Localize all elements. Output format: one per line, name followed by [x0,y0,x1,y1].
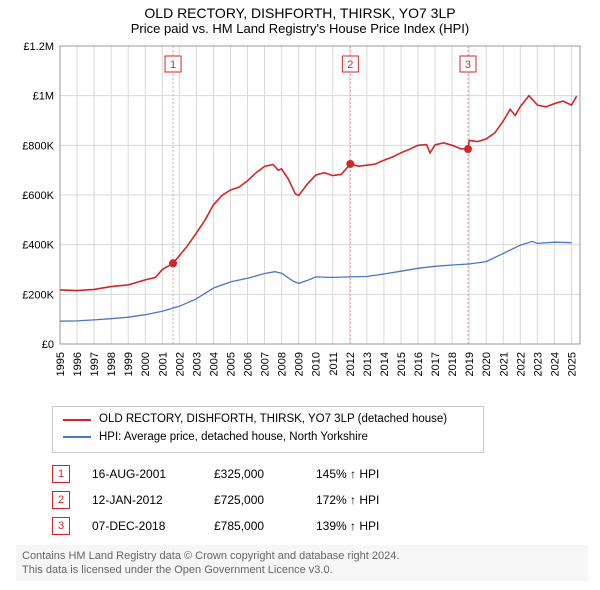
sales-table: 1 16-AUG-2001 £325,000 145% ↑ HPI 2 12-J… [52,461,588,539]
sale-price: £325,000 [214,467,294,481]
legend-swatch-price [63,419,91,421]
svg-text:2020: 2020 [481,352,493,376]
svg-text:2006: 2006 [243,352,255,376]
svg-text:2021: 2021 [498,352,510,376]
footer-line-1: Contains HM Land Registry data © Crown c… [22,549,582,563]
svg-text:1999: 1999 [123,352,135,376]
legend-swatch-hpi [63,436,91,438]
table-row: 1 16-AUG-2001 £325,000 145% ↑ HPI [52,461,588,487]
svg-text:1996: 1996 [72,352,84,376]
svg-text:2011: 2011 [328,352,340,376]
sale-marker-3: 3 [52,517,70,535]
svg-text:£200K: £200K [22,290,54,302]
sale-date: 16-AUG-2001 [92,467,192,481]
svg-text:2017: 2017 [430,352,442,376]
svg-text:2018: 2018 [447,352,459,376]
svg-text:2024: 2024 [549,352,561,376]
svg-text:2025: 2025 [566,352,578,376]
svg-text:1998: 1998 [106,352,118,376]
svg-text:2: 2 [347,59,353,71]
chart-title: OLD RECTORY, DISHFORTH, THIRSK, YO7 3LP [12,6,588,21]
svg-text:2015: 2015 [396,352,408,376]
sale-marker-1: 1 [52,465,70,483]
svg-text:2010: 2010 [311,352,323,376]
svg-text:1997: 1997 [89,352,101,376]
svg-text:2012: 2012 [345,352,357,376]
svg-text:2008: 2008 [277,352,289,376]
svg-text:2022: 2022 [515,352,527,376]
chart-subtitle: Price paid vs. HM Land Registry's House … [12,21,588,36]
svg-text:2016: 2016 [413,352,425,376]
svg-text:2019: 2019 [464,352,476,376]
sale-hpi: 172% ↑ HPI [316,493,379,507]
svg-text:2004: 2004 [208,352,220,376]
chart-svg: 1 2 3 £0 £200K £400K £600K £800K £1M £1.2M 1995 199… [12,40,588,400]
chart-area: 1 2 3 £0 £200K £400K £600K £800K £1M £1.2M 1995 199… [12,40,588,400]
sale-hpi: 145% ↑ HPI [316,467,379,481]
svg-text:2013: 2013 [362,352,374,376]
svg-text:£400K: £400K [22,240,54,252]
sale-date: 07-DEC-2018 [92,519,192,533]
svg-text:1995: 1995 [55,352,67,376]
legend-row-hpi: HPI: Average price, detached house, Nort… [63,429,473,446]
svg-text:2001: 2001 [157,352,169,376]
svg-text:2009: 2009 [294,352,306,376]
svg-text:£1.2M: £1.2M [23,41,54,53]
svg-text:2014: 2014 [379,352,391,376]
svg-text:1: 1 [170,59,176,71]
sale-date: 12-JAN-2012 [92,493,192,507]
legend-label-hpi: HPI: Average price, detached house, Nort… [99,429,368,446]
svg-text:£0: £0 [42,339,54,351]
legend-box: OLD RECTORY, DISHFORTH, THIRSK, YO7 3LP … [52,406,484,453]
svg-text:2023: 2023 [532,352,544,376]
legend-row-price: OLD RECTORY, DISHFORTH, THIRSK, YO7 3LP … [63,411,473,428]
svg-text:2000: 2000 [140,352,152,376]
svg-text:2005: 2005 [225,352,237,376]
svg-text:2002: 2002 [174,352,186,376]
svg-text:£800K: £800K [22,141,54,153]
sale-marker-2: 2 [52,491,70,509]
table-row: 2 12-JAN-2012 £725,000 172% ↑ HPI [52,487,588,513]
svg-text:£600K: £600K [22,190,54,202]
footer-attribution: Contains HM Land Registry data © Crown c… [16,545,588,582]
sale-price: £785,000 [214,519,294,533]
svg-text:2007: 2007 [260,352,272,376]
table-row: 3 07-DEC-2018 £785,000 139% ↑ HPI [52,513,588,539]
legend-label-price: OLD RECTORY, DISHFORTH, THIRSK, YO7 3LP … [99,411,447,428]
svg-text:2003: 2003 [191,352,203,376]
svg-text:3: 3 [465,59,471,71]
chart-figure: OLD RECTORY, DISHFORTH, THIRSK, YO7 3LP … [0,0,600,590]
footer-line-2: This data is licensed under the Open Gov… [22,563,582,577]
svg-text:£1M: £1M [33,91,54,103]
sale-hpi: 139% ↑ HPI [316,519,379,533]
sale-price: £725,000 [214,493,294,507]
